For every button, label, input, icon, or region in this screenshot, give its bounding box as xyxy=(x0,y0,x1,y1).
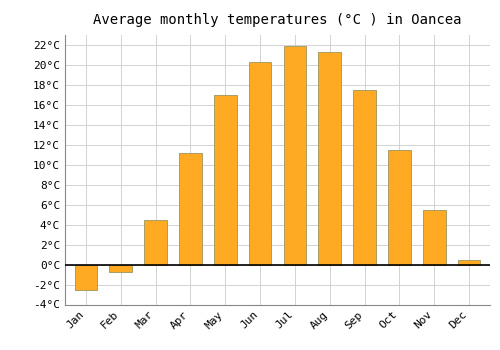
Bar xyxy=(74,265,97,289)
Bar xyxy=(144,220,167,265)
Bar xyxy=(214,95,236,265)
Bar xyxy=(458,260,480,265)
Bar xyxy=(249,62,272,265)
Bar xyxy=(423,210,446,265)
Bar xyxy=(318,52,341,265)
Title: Average monthly temperatures (°C ) in Oancea: Average monthly temperatures (°C ) in Oa… xyxy=(93,13,462,27)
Bar xyxy=(179,153,202,265)
Bar xyxy=(110,265,132,272)
Bar xyxy=(284,46,306,265)
Bar xyxy=(354,90,376,265)
Bar xyxy=(388,150,410,265)
